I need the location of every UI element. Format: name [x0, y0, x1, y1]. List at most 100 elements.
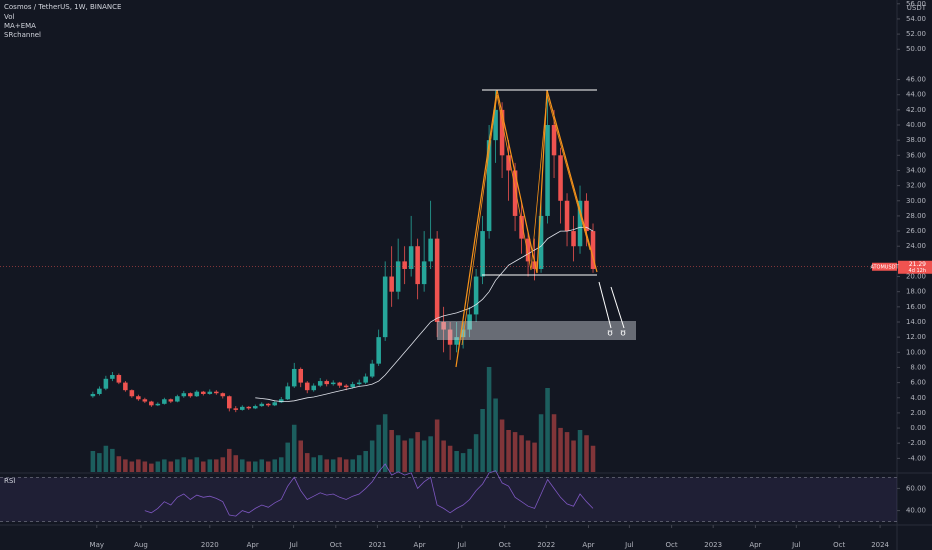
candle-body	[194, 391, 200, 397]
candle-body	[545, 125, 550, 216]
volume-bar	[499, 419, 505, 472]
y-tick-label: 4.00	[910, 394, 926, 402]
x-tick-label: Jul	[624, 541, 634, 549]
candle-body	[188, 393, 193, 397]
volume-bar	[382, 414, 388, 472]
arrow-head: ʊ	[620, 329, 626, 339]
candle-body	[402, 261, 407, 269]
arrow	[598, 281, 612, 329]
candle-body	[480, 231, 485, 277]
volume-bar	[538, 414, 544, 472]
y-tick-label: 8.00	[910, 363, 926, 371]
candle-body	[460, 329, 466, 338]
volume-bar	[246, 461, 252, 472]
x-tick-label: Aug	[134, 541, 148, 549]
y-tick-label: 38.00	[906, 136, 926, 144]
volume-bar	[149, 463, 154, 472]
candle-body	[136, 396, 141, 400]
candle-body	[493, 109, 498, 141]
candle-body	[538, 215, 544, 269]
volume-bar	[317, 455, 323, 472]
y-tick-label: 2.00	[910, 409, 926, 417]
volume-bar	[265, 461, 271, 472]
volume-bar	[181, 457, 187, 472]
volume-bar	[408, 438, 414, 472]
volume-bar	[493, 398, 498, 472]
last-price-label: 21.29	[909, 261, 926, 268]
volume-bar	[356, 455, 362, 472]
volume-bar	[324, 459, 329, 472]
volume-bar	[90, 451, 96, 472]
y-tick-label: 18.00	[906, 288, 926, 296]
y-tick-label: 30.00	[906, 197, 926, 205]
candle-body	[278, 399, 284, 403]
y-tick-label: 10.00	[906, 348, 926, 356]
indicator-label: MA+EMA	[4, 22, 36, 30]
candle-body	[129, 390, 135, 397]
volume-bar	[577, 430, 583, 472]
y-tick-label: -2.00	[908, 439, 926, 447]
candle-body	[590, 231, 596, 269]
candle-body	[558, 155, 563, 201]
volume-bar	[136, 459, 141, 472]
x-tick-label: Jul	[457, 541, 467, 549]
y-tick-label: 24.00	[906, 242, 926, 250]
volume-bar	[116, 456, 122, 472]
y-tick-label: 54.00	[906, 15, 926, 23]
chart-title: Cosmos / TetherUS, 1W, BINANCE	[4, 3, 121, 11]
candle-body	[272, 402, 278, 406]
candle-body	[447, 329, 453, 345]
candle-body	[376, 337, 381, 364]
y-tick-label: 46.00	[906, 76, 926, 84]
candle-body	[525, 238, 531, 262]
volume-bar	[421, 440, 427, 472]
candle-body	[467, 314, 472, 330]
y-tick-label: 56.00	[906, 0, 926, 8]
volume-bar	[233, 455, 239, 472]
candle-body	[350, 384, 355, 388]
volume-bar	[142, 461, 148, 472]
volume-bar	[558, 427, 563, 472]
candle-body	[227, 396, 232, 409]
volume-bar	[350, 459, 355, 472]
rsi-label: RSI	[4, 477, 15, 485]
volume-bar	[175, 459, 180, 472]
volume-bar	[155, 461, 161, 472]
candle-body	[571, 231, 576, 247]
volume-bar	[402, 440, 407, 472]
volume-bar	[298, 440, 304, 472]
x-tick-label: May	[90, 541, 104, 549]
volume-bar	[532, 442, 537, 472]
volume-bar	[252, 461, 258, 472]
y-tick-label: 36.00	[906, 151, 926, 159]
volume-bar	[201, 461, 206, 472]
volume-bar	[376, 424, 381, 472]
volume-bar	[304, 453, 310, 472]
candle-body	[519, 215, 524, 239]
candle-body	[395, 261, 401, 292]
volume-bar	[330, 459, 336, 472]
volume-bar	[506, 430, 511, 472]
x-tick-label: Apr	[414, 541, 426, 549]
volume-bar	[259, 459, 265, 472]
pattern-line	[455, 89, 598, 368]
y-tick-label: 6.00	[910, 379, 926, 387]
volume-bar	[441, 440, 446, 472]
volume-bar	[214, 459, 219, 472]
indicator-label: SRchannel	[4, 31, 41, 39]
candle-body	[486, 140, 492, 232]
candle-body	[246, 406, 252, 409]
x-tick-label: Apr	[749, 541, 761, 549]
x-tick-label: 2024	[871, 541, 889, 549]
candle-body	[298, 368, 304, 383]
candle-body	[532, 261, 537, 269]
y-tick-label: 50.00	[906, 45, 926, 53]
candle-body	[291, 368, 297, 387]
x-tick-label: Apr	[247, 541, 259, 549]
rsi-line	[144, 463, 594, 517]
candle-body	[441, 321, 446, 330]
volume-bar	[110, 448, 115, 472]
volume-bar	[395, 435, 401, 472]
